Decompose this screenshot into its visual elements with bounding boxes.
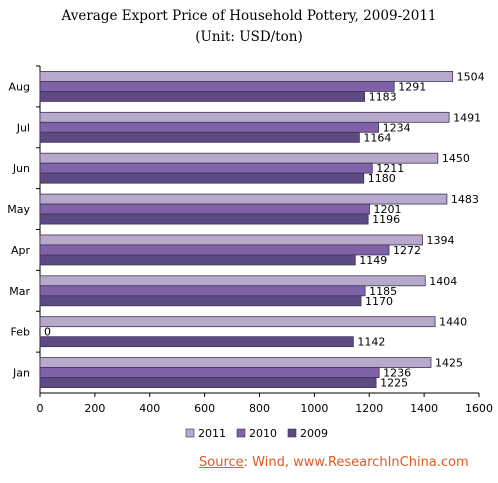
bar (39, 377, 377, 388)
data-label: 0 (44, 326, 51, 339)
data-label: 1196 (372, 213, 400, 226)
x-tick-label: 0 (37, 402, 44, 415)
bar (39, 91, 365, 102)
data-label: 1236 (383, 367, 411, 380)
data-label: 1183 (369, 90, 397, 103)
y-tick-label: Feb (11, 326, 30, 339)
data-label: 1185 (369, 285, 397, 298)
bar (39, 295, 362, 307)
data-label: 1440 (439, 316, 467, 329)
y-tick-label: Apr (11, 244, 31, 257)
data-label: 1504 (457, 70, 485, 83)
bar (39, 172, 365, 184)
legend-swatch (287, 428, 297, 438)
data-label: 1450 (442, 152, 470, 165)
bar (39, 285, 366, 297)
bar (39, 254, 356, 266)
data-label: 1149 (359, 254, 387, 267)
x-tick-label: 1400 (410, 402, 438, 415)
legend-label: 2009 (300, 427, 328, 440)
legend-swatch (185, 428, 195, 438)
data-label: 1483 (451, 193, 479, 206)
data-label: 1425 (435, 357, 463, 370)
source-note: Source: Wind, www.ResearchInChina.com (199, 455, 469, 470)
bar (39, 234, 423, 246)
plot-area: 0 200 400 600 800 1000 1200 1400 1600 Jan 1425 1236… (7, 65, 493, 415)
bar (39, 316, 436, 328)
y-tick-label: Jun (12, 162, 30, 175)
data-label: 1170 (365, 295, 393, 308)
data-label: 1234 (383, 121, 411, 134)
source-text: : Wind, www.ResearchInChina.com (243, 455, 469, 470)
y-tick-label: Jul (16, 121, 30, 134)
legend-swatch (236, 428, 246, 438)
x-tick-label: 1200 (355, 402, 383, 415)
data-label: 1164 (363, 131, 391, 144)
y-tick-label: May (7, 203, 30, 216)
source-label: Source (199, 455, 244, 470)
bar (39, 357, 432, 368)
data-label: 1180 (368, 172, 396, 185)
y-tick-label: Mar (9, 285, 30, 298)
bar (39, 121, 379, 133)
bar (39, 81, 395, 92)
y-tick-label: Aug (9, 80, 30, 93)
data-label: 1225 (380, 377, 408, 390)
legend-label: 2010 (249, 427, 277, 440)
x-tick-label: 600 (194, 402, 215, 415)
bar (39, 336, 354, 348)
x-tick-label: 1000 (300, 402, 328, 415)
chart-title: Average Export Price of Household Potter… (61, 8, 437, 24)
bar (39, 131, 360, 143)
legend-label: 2011 (198, 427, 226, 440)
bar (39, 71, 454, 82)
bar (39, 203, 370, 215)
data-label: 1394 (426, 234, 454, 247)
bar (39, 367, 380, 378)
data-label: 1142 (357, 336, 385, 349)
x-tick-label: 800 (249, 402, 270, 415)
legend: 2011 2010 2009 (185, 427, 328, 440)
x-tick-label: 400 (139, 402, 160, 415)
chart-subtitle: (Unit: USD/ton) (195, 29, 302, 45)
x-tick-label: 200 (84, 402, 105, 415)
bar (39, 275, 426, 287)
data-label: 1291 (398, 80, 426, 93)
data-label: 1404 (429, 275, 457, 288)
data-label: 1211 (376, 162, 404, 175)
data-label: 1201 (374, 203, 402, 216)
y-tick-label: Jan (12, 367, 30, 380)
bar (39, 213, 369, 225)
x-tick-label: 1600 (465, 402, 493, 415)
data-label: 1272 (393, 244, 421, 257)
bar (39, 162, 373, 174)
bar (39, 244, 390, 256)
data-label: 1491 (453, 111, 481, 124)
